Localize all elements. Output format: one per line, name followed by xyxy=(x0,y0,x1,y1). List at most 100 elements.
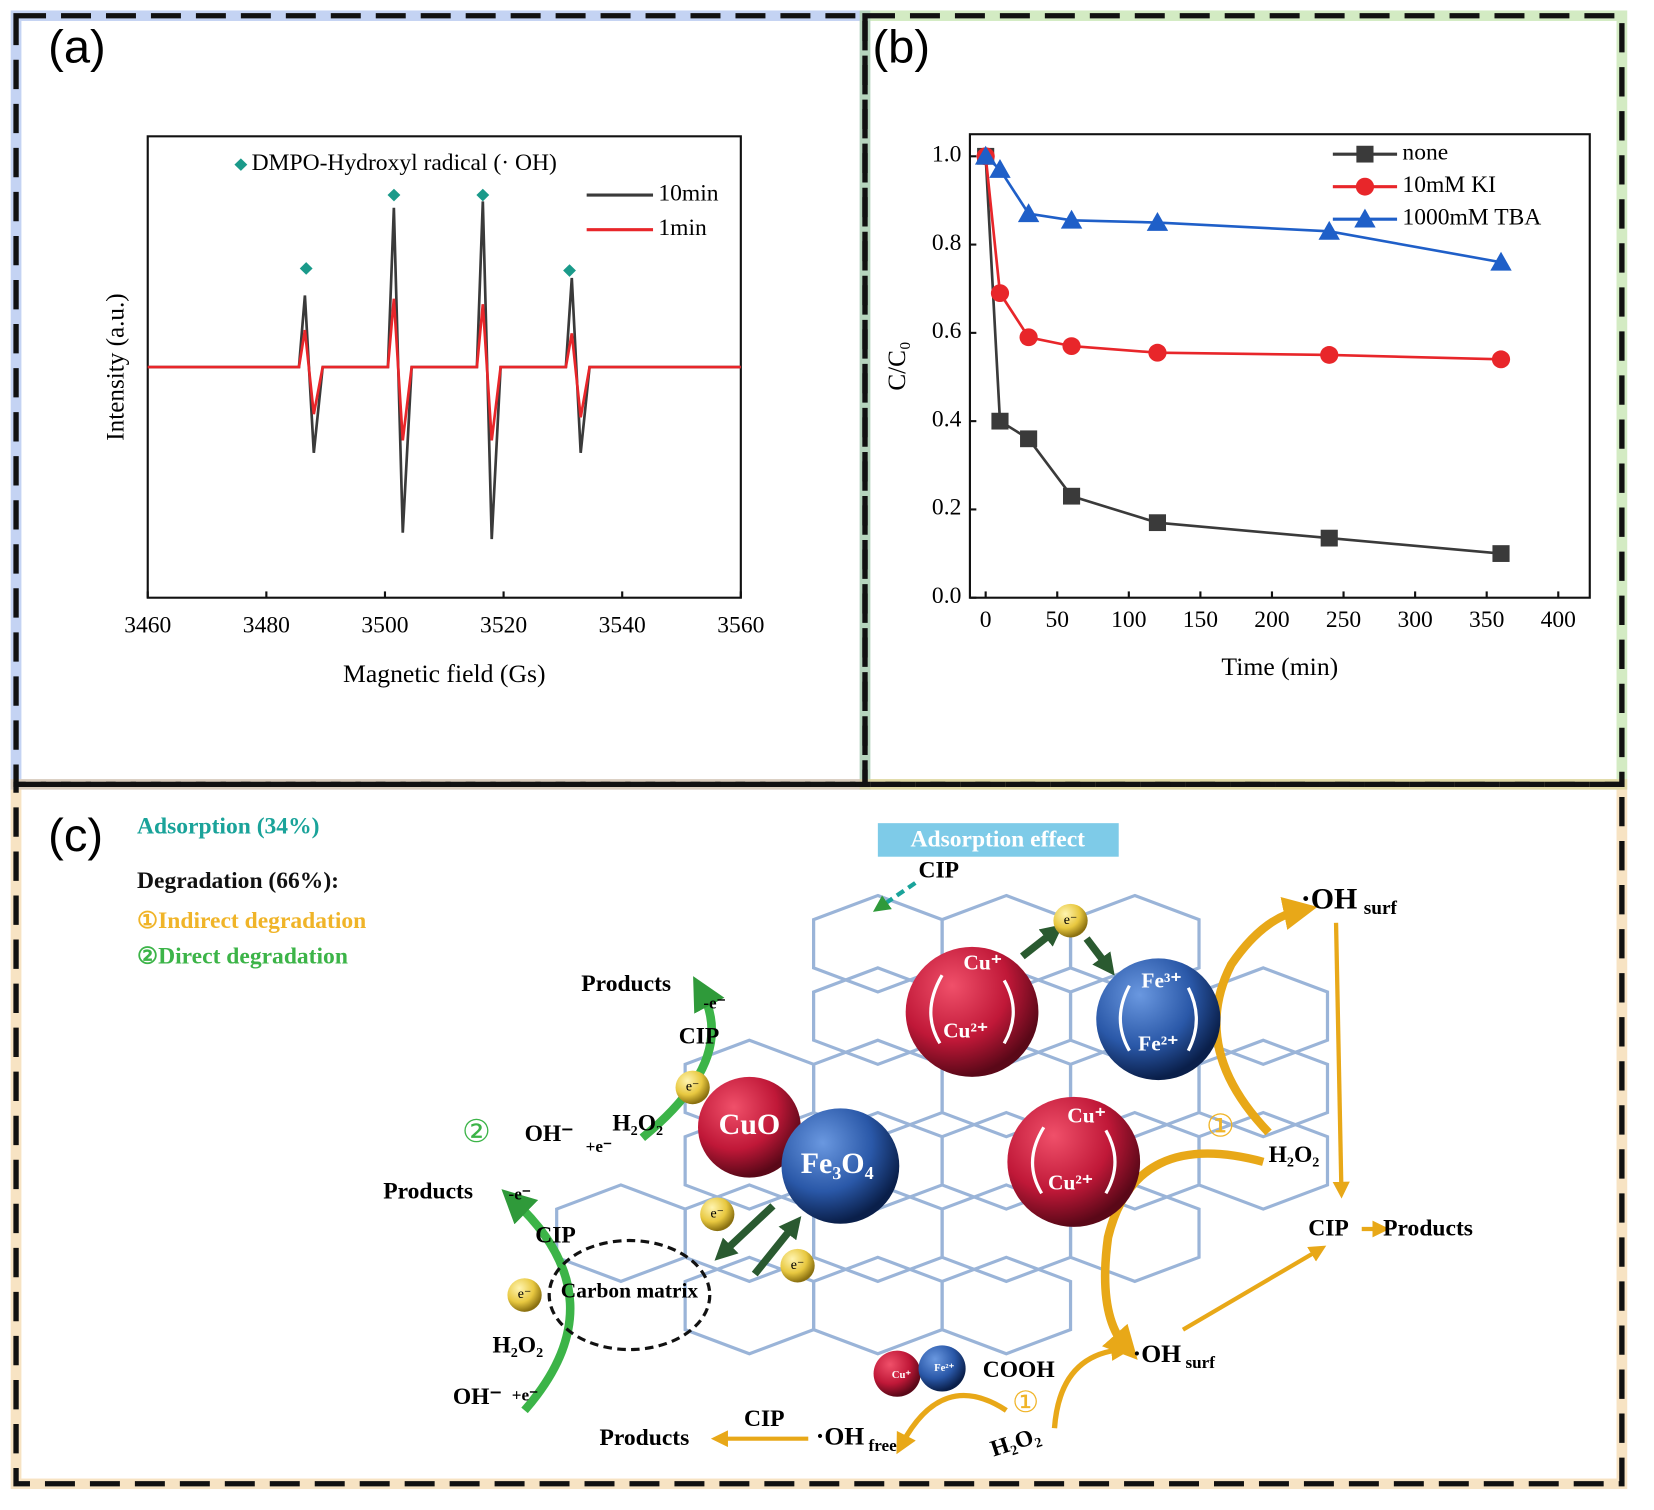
hexagon xyxy=(940,1255,1073,1356)
data-point xyxy=(1062,337,1081,356)
panel-label: (b) xyxy=(872,21,930,72)
label: Products xyxy=(581,971,671,997)
label: e⁻ xyxy=(711,1206,725,1221)
data-point xyxy=(1017,203,1040,223)
arrow xyxy=(872,881,917,912)
label: Cu²⁺ xyxy=(1048,1171,1093,1195)
label: CIP xyxy=(679,1024,720,1050)
x-axis-label: Magnetic field (Gs) xyxy=(343,659,546,688)
legend-label: 1min xyxy=(658,215,707,241)
x-tick-label: 3520 xyxy=(480,613,527,639)
series-line xyxy=(147,298,741,441)
y-tick-label: 0.0 xyxy=(932,583,961,609)
data-point xyxy=(1492,545,1510,562)
x-tick-label: 50 xyxy=(1045,607,1069,633)
label: OH⁻ xyxy=(453,1384,502,1410)
label: H₂O₂ xyxy=(612,1111,663,1137)
label: Cu⁺ xyxy=(963,951,1002,975)
plot-frame xyxy=(968,133,1591,599)
legend-label: none xyxy=(1402,140,1448,166)
label: OH⁻ xyxy=(525,1121,574,1147)
x-tick-label: 0 xyxy=(980,607,992,633)
label: e⁻ xyxy=(1064,912,1078,927)
data-point xyxy=(1318,220,1340,240)
label: Adsorption effect xyxy=(910,826,1085,852)
label: Fe³⁺ xyxy=(1141,969,1181,993)
label: Fe²⁺ xyxy=(1138,1031,1178,1055)
series-line xyxy=(147,201,741,540)
data-point xyxy=(1320,346,1339,364)
data-point xyxy=(1491,350,1511,369)
label: ·OH xyxy=(1301,884,1358,916)
label: Products xyxy=(383,1179,473,1205)
legend-label: 10mM KI xyxy=(1402,172,1496,198)
label: Cu⁺ xyxy=(1067,1104,1106,1128)
legend-label: 10min xyxy=(658,181,719,207)
label: +e⁻ xyxy=(586,1137,612,1156)
data-point xyxy=(1060,209,1083,229)
y-tick-label: 0.6 xyxy=(932,318,961,344)
label: H₂O₂ xyxy=(1269,1142,1320,1168)
x-tick-label: 3460 xyxy=(124,613,171,639)
data-point xyxy=(1148,343,1167,362)
label: ·OH surf xyxy=(1301,884,1398,920)
x-tick-label: 150 xyxy=(1183,607,1218,633)
label: CuO xyxy=(719,1109,781,1141)
label-box xyxy=(877,823,1119,857)
panel-borders xyxy=(10,10,1628,1490)
diagram: Adsorption (34%) Degradation (66%): ①Ind… xyxy=(137,814,1473,1462)
data-point xyxy=(1148,514,1167,532)
label: free xyxy=(869,1436,898,1455)
label: CIP xyxy=(919,858,960,884)
x-axis-label: Time (min) xyxy=(1221,652,1338,681)
data-point xyxy=(974,145,997,165)
data-point xyxy=(1062,487,1081,505)
data-point xyxy=(991,412,1009,430)
x-tick-label: 300 xyxy=(1397,607,1432,633)
label: -e⁻ xyxy=(703,994,725,1013)
data-point xyxy=(1019,328,1038,347)
label: CIP xyxy=(1308,1216,1349,1242)
legend-text: ①Indirect degradation xyxy=(137,908,366,934)
data-point xyxy=(990,284,1010,303)
panel-label: (a) xyxy=(48,21,106,72)
arrows xyxy=(501,897,1390,1455)
label: e⁻ xyxy=(791,1257,805,1272)
y-tick-label: 1.0 xyxy=(932,142,961,168)
data-point xyxy=(1354,208,1376,228)
label: ① xyxy=(1206,1109,1235,1144)
panel-label: (c) xyxy=(48,810,103,861)
label: ② xyxy=(462,1114,491,1149)
label: ·OH free xyxy=(816,1422,897,1455)
label: CIP xyxy=(744,1406,785,1432)
hexagon xyxy=(555,1183,687,1284)
data-point xyxy=(1020,430,1038,448)
x-tick-label: 3560 xyxy=(717,613,764,639)
data-point xyxy=(1490,251,1512,271)
label: surf xyxy=(1185,1353,1215,1372)
label: H₂O₂ xyxy=(987,1422,1043,1462)
label: ·OH surf xyxy=(1133,1339,1216,1372)
peak-markers xyxy=(234,158,576,277)
label: H₂O₂ xyxy=(492,1333,543,1359)
label: e⁻ xyxy=(686,1079,700,1094)
annotation: DMPO-Hydroxyl radical (· OH) xyxy=(252,150,557,176)
label: e⁻ xyxy=(518,1286,532,1301)
y-tick-label: 0.4 xyxy=(932,407,962,433)
label: ·OH xyxy=(816,1422,865,1451)
legend-text: ②Direct degradation xyxy=(137,944,348,970)
legend-text: Adsorption (34%) xyxy=(137,814,319,840)
y-axis-label: C/C₀ xyxy=(882,341,911,390)
label: ① xyxy=(1012,1387,1039,1419)
label: Cu⁺ xyxy=(892,1370,912,1381)
label: COOH xyxy=(983,1357,1055,1383)
data-point xyxy=(1320,529,1338,547)
spheres xyxy=(507,903,1221,1397)
hexagon xyxy=(1197,1110,1330,1211)
x-tick-label: 400 xyxy=(1541,607,1576,633)
data-point xyxy=(1355,177,1375,196)
x-tick-label: 250 xyxy=(1326,607,1361,633)
y-tick-label: 0.8 xyxy=(932,230,961,256)
y-axis-label: Intensity (a.u.) xyxy=(100,293,129,440)
